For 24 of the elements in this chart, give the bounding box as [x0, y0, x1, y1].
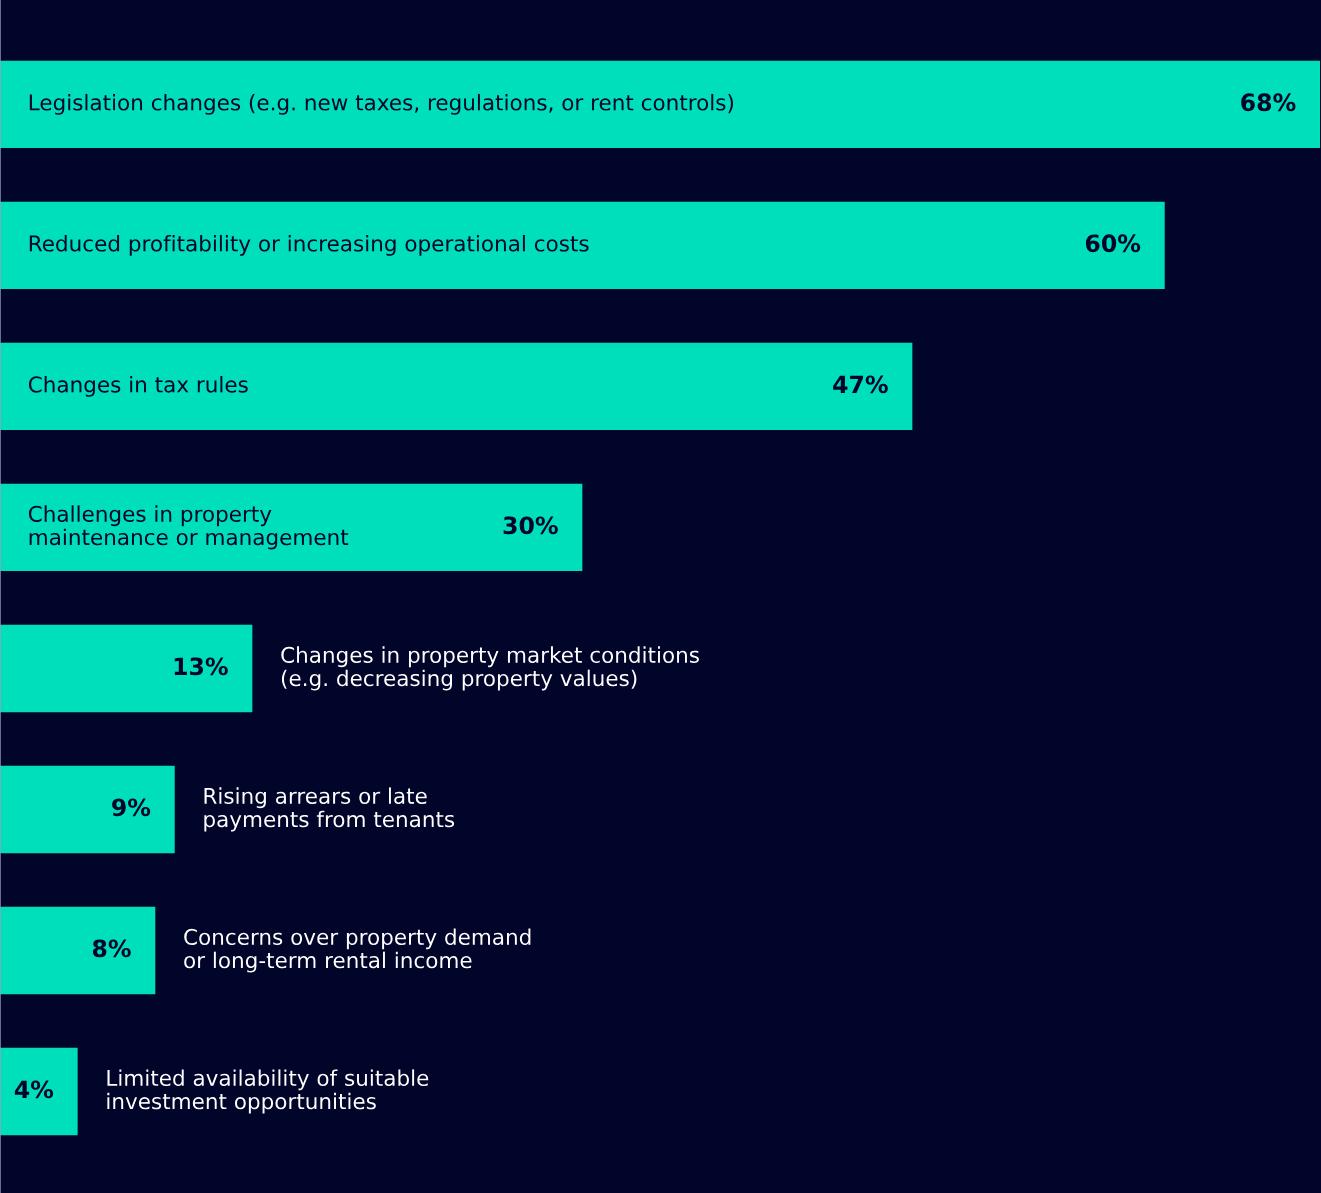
y-tick-label: Challenges in property maintenance or management [28, 505, 349, 550]
bar [0, 201, 1165, 290]
bar [0, 60, 1320, 149]
data-label: 9% [112, 798, 151, 817]
bar [0, 1047, 78, 1136]
data-label: 8% [92, 939, 131, 958]
data-label: 4% [14, 1080, 54, 1099]
data-label: 68% [1241, 93, 1296, 112]
y-tick-label: Changes in tax rules [28, 375, 248, 397]
data-label: 30% [503, 516, 558, 535]
data-label: 47% [833, 375, 888, 394]
bar [0, 483, 583, 572]
bar [0, 906, 156, 995]
bar [0, 765, 175, 854]
y-tick-label: Changes in property market conditions (e.g. decreasing property values) [281, 646, 699, 691]
y-tick-label: Reduced profitability or increasing operational costs [29, 234, 589, 256]
y-tick-label: Concerns over property demand or long-term rental income [184, 928, 531, 973]
data-label: 13% [174, 657, 228, 676]
bar [0, 624, 253, 713]
y-tick-label: Limited availability of suitable investment opportunities [107, 1069, 429, 1114]
y-tick-label: Legislation changes (e.g. new taxes, regulations, or rent controls) [29, 93, 734, 115]
y-tick-label: Rising arrears or late payments from tenants [204, 787, 455, 832]
bar [0, 342, 913, 431]
data-label: 60% [1085, 234, 1141, 253]
